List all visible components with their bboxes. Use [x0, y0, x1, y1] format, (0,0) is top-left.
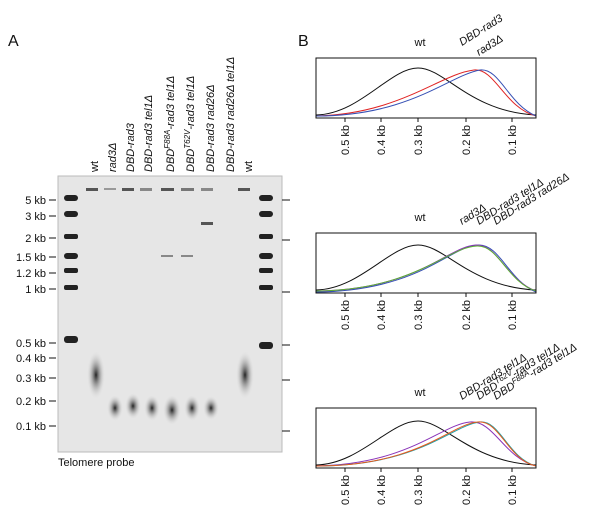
profile-box — [315, 232, 537, 294]
label: DBD-rad3 rad26Δ tel1Δ — [225, 57, 237, 172]
x-tick-label: 0.2 kb — [461, 125, 473, 155]
x-tick-label: 0.1 kb — [507, 125, 519, 155]
label-part: -rad3 tel1Δ — [185, 76, 197, 130]
panel-label: B — [298, 33, 309, 50]
x-tick-label: 0.4 kb — [376, 300, 388, 330]
label: rad3Δ — [107, 143, 119, 172]
label: DBD-rad3 rad26Δ — [205, 85, 217, 172]
x-tick-label: 0.4 kb — [376, 475, 388, 505]
label: DBD-rad3 — [125, 122, 137, 172]
marker-label: 0.5 kb — [16, 338, 46, 350]
label: DBD-rad3 tel1Δ — [143, 95, 155, 172]
x-tick-label: 0.3 kb — [413, 300, 425, 330]
marker-label: 2 kb — [25, 233, 46, 245]
x-tick-label: 0.1 kb — [507, 300, 519, 330]
x-tick-label: 0.1 kb — [507, 475, 519, 505]
marker-label: 1 kb — [25, 284, 46, 296]
marker-label: 0.3 kb — [16, 373, 46, 385]
label-part: rad3Δ — [107, 143, 119, 172]
marker-label: 0.4 kb — [16, 353, 46, 365]
x-tick-label: 0.3 kb — [413, 475, 425, 505]
profile-box — [315, 57, 537, 119]
gel — [57, 175, 283, 453]
label-part: DBD-rad3 tel1Δ — [143, 95, 155, 172]
label-part: DBD-rad3 rad26Δ — [205, 85, 217, 172]
label: DBDT62V-rad3 tel1Δ — [183, 76, 198, 172]
marker-label: 3 kb — [25, 211, 46, 223]
x-tick-label: 0.3 kb — [413, 125, 425, 155]
reference-label: wt — [414, 387, 426, 399]
panel-label: A — [8, 33, 19, 50]
x-tick-label: 0.5 kb — [340, 300, 352, 330]
label-part: -rad3 tel1Δ — [165, 76, 177, 130]
label-part: DBD — [185, 149, 197, 172]
reference-label: wt — [414, 37, 426, 49]
x-tick-label: 0.4 kb — [376, 125, 388, 155]
gel-ticks — [282, 199, 290, 432]
marker-label: 1.5 kb — [16, 252, 46, 264]
label: DBDT62V-rad3 tel1Δ — [473, 339, 562, 402]
reference-label: wt — [414, 212, 426, 224]
profile-curves — [315, 67, 537, 467]
x-tick-label: 0.5 kb — [340, 475, 352, 505]
label-part: DBD-rad3 rad26Δ tel1Δ — [225, 57, 237, 172]
label: wt — [243, 161, 255, 173]
probe-label: Telomere probe — [58, 457, 134, 469]
marker-label: 1.2 kb — [16, 268, 46, 280]
x-tick-label: 0.5 kb — [340, 125, 352, 155]
profile-box — [315, 407, 537, 469]
label-part: F88A — [163, 130, 172, 149]
label-part: DBD-rad3 — [125, 122, 137, 172]
label: DBDF88A-rad3 tel1Δ — [163, 76, 178, 172]
marker-label: 0.2 kb — [16, 396, 46, 408]
x-tick-label: 0.2 kb — [461, 475, 473, 505]
marker-label: 0.1 kb — [16, 421, 46, 433]
label-part: DBD — [165, 149, 177, 172]
marker-label: 5 kb — [25, 195, 46, 207]
x-tick-label: 0.2 kb — [461, 300, 473, 330]
label: wt — [89, 161, 101, 173]
label-part: T62V — [183, 129, 192, 149]
